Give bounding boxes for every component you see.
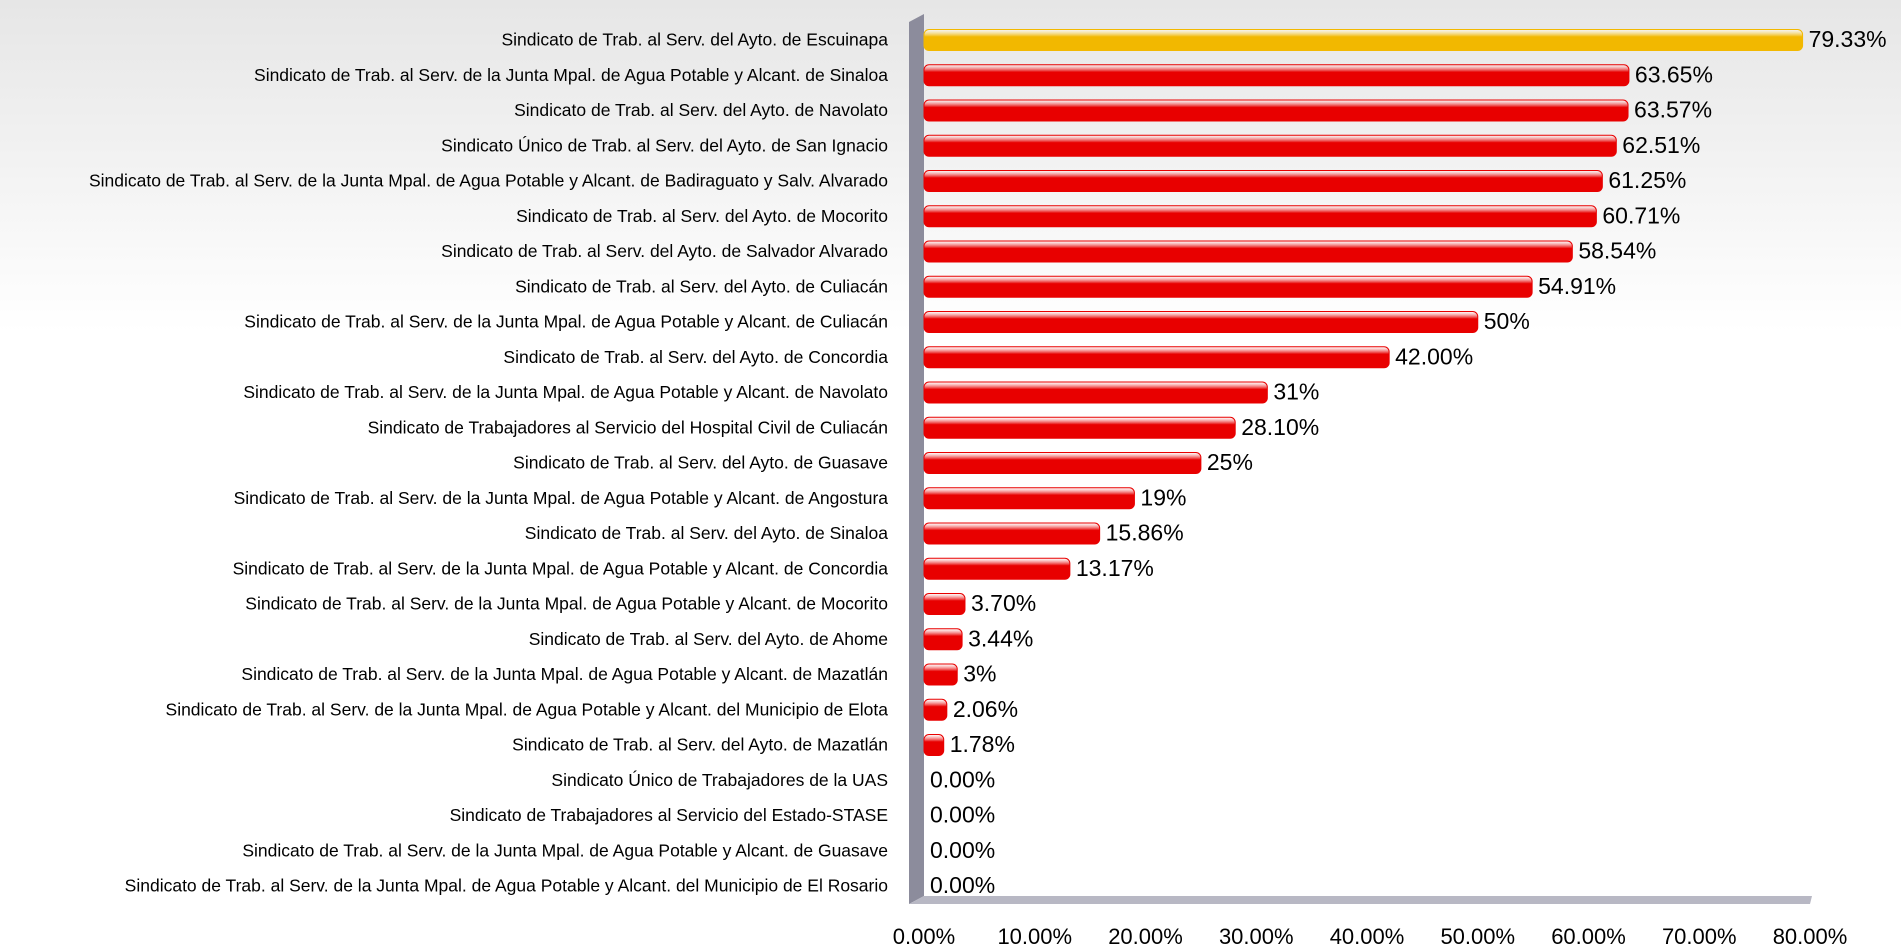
category-label: Sindicato de Trab. al Serv. de la Junta … [166,699,889,719]
value-label: 0.00% [930,766,995,792]
axis-wall [909,14,924,904]
value-label: 0.00% [930,837,995,863]
category-label: Sindicato de Trabajadores al Servicio de… [450,805,888,825]
bar [923,346,1390,369]
bar [923,416,1236,439]
bar [923,134,1617,157]
category-label: Sindicato de Trab. al Serv. de la Junta … [254,65,888,85]
category-label: Sindicato de Trabajadores al Servicio de… [368,417,888,437]
x-tick-label: 40.00% [1330,924,1405,949]
x-tick-label: 80.00% [1773,924,1848,949]
value-label: 54.91% [1538,273,1616,299]
category-label: Sindicato de Trab. al Serv. de la Junta … [233,558,889,578]
value-label: 0.00% [930,872,995,898]
bar [923,452,1202,474]
x-tick-label: 30.00% [1219,924,1294,949]
category-label: Sindicato de Trab. al Serv. de la Junta … [125,876,888,896]
category-label: Sindicato de Trab. al Serv. de la Junta … [244,312,888,332]
bar [923,663,958,686]
bar [923,557,1071,580]
category-label: Sindicato de Trab. al Serv. del Ayto. de… [529,629,888,649]
value-label: 13.17% [1076,555,1154,581]
bar [923,29,1804,51]
value-label: 3% [963,661,996,687]
bar [923,628,963,651]
category-label: Sindicato de Trab. al Serv. de la Junta … [243,382,888,402]
value-label: 79.33% [1809,26,1887,52]
category-label: Sindicato de Trab. al Serv. de la Junta … [234,488,889,508]
value-label: 15.86% [1106,520,1184,546]
value-label: 50% [1484,308,1530,334]
bar [923,311,1479,333]
bar [923,698,948,721]
value-label: 25% [1207,449,1253,475]
x-tick-label: 20.00% [1108,924,1183,949]
value-label: 63.57% [1634,97,1712,123]
value-label: 1.78% [950,731,1015,757]
category-label: Sindicato de Trab. al Serv. del Ayto. de… [513,453,888,473]
category-label: Sindicato Único de Trab. al Serv. del Ay… [441,134,888,155]
x-tick-label: 10.00% [997,924,1072,949]
x-tick-label: 60.00% [1551,924,1626,949]
value-label: 19% [1140,484,1186,510]
value-label: 60.71% [1602,202,1680,228]
category-label: Sindicato de Trab. al Serv. del Ayto. de… [525,523,888,543]
value-label: 2.06% [953,696,1018,722]
value-label: 0.00% [930,802,995,828]
category-label: Sindicato de Trab. al Serv. del Ayto. de… [515,276,888,296]
x-tick-label: 50.00% [1440,924,1515,949]
bar [923,381,1268,404]
bar [923,734,945,756]
category-label: Sindicato de Trab. al Serv. de la Junta … [241,664,888,684]
value-label: 58.54% [1578,238,1656,264]
value-label: 42.00% [1395,343,1473,369]
value-label: 31% [1273,379,1319,405]
axis-floor [909,896,1812,904]
category-label: Sindicato de Trab. al Serv. de la Junta … [245,594,888,614]
bar [923,205,1597,228]
value-label: 63.65% [1635,61,1713,87]
category-label: Sindicato de Trab. al Serv. del Ayto. de… [503,347,888,367]
bar [923,99,1629,122]
category-label: Sindicato de Trab. al Serv. de la Junta … [89,171,888,191]
bar [923,64,1630,87]
bar [923,240,1573,263]
value-label: 61.25% [1608,167,1686,193]
category-label: Sindicato de Trab. al Serv. del Ayto. de… [514,100,888,120]
bar [923,522,1101,545]
value-label: 3.44% [968,625,1033,651]
category-label: Sindicato de Trab. al Serv. de la Junta … [242,840,888,860]
category-label: Sindicato de Trab. al Serv. del Ayto. de… [441,241,888,261]
category-label: Sindicato de Trab. al Serv. del Ayto. de… [512,735,888,755]
x-tick-label: 0.00% [893,924,955,949]
value-label: 62.51% [1622,132,1700,158]
bar [923,593,966,615]
category-label: Sindicato de Trab. al Serv. del Ayto. de… [501,30,888,50]
bar [923,487,1135,510]
x-tick-label: 70.00% [1662,924,1737,949]
category-label: Sindicato de Trab. al Serv. del Ayto. de… [516,206,888,226]
value-label: 28.10% [1241,414,1319,440]
bar [923,275,1533,298]
category-label: Sindicato Único de Trabajadores de la UA… [551,769,888,790]
value-label: 3.70% [971,590,1036,616]
bar [923,170,1603,192]
